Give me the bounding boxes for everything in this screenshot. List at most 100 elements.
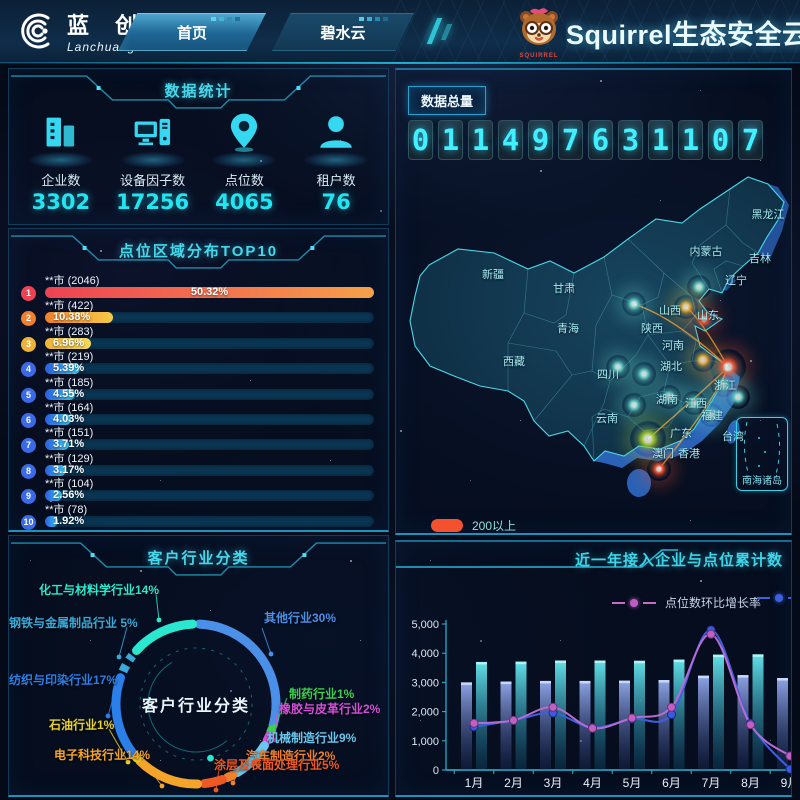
province-label: 河南 — [662, 340, 684, 352]
bar-percent-label: 4.03% — [53, 412, 85, 425]
svg-text:4月: 4月 — [583, 776, 602, 790]
trend-legend-partial[interactable] — [757, 594, 791, 602]
legend-line — [642, 601, 656, 604]
donut-leader-line — [261, 627, 272, 655]
map-data-point[interactable] — [692, 307, 716, 331]
top10-row[interactable]: **市 (129) 8 3.17% — [15, 453, 374, 479]
donut-slice[interactable] — [135, 756, 203, 789]
line-dot-purple[interactable] — [706, 629, 716, 639]
donut-slice[interactable] — [222, 770, 238, 783]
bar-series2[interactable] — [673, 659, 685, 770]
page-title: Squirrel生态安全云服 — [566, 20, 800, 50]
bar-series1[interactable] — [737, 675, 749, 770]
industry-donut-chart[interactable]: 客户行业分类 其他行业30% 制药行业1% 橡胶与皮革行业2% 机械制造行业9% 汽车制… — [9, 574, 388, 795]
bar-series1[interactable] — [698, 675, 709, 770]
top10-row-label: **市 (422) — [45, 300, 94, 313]
donut-slice-label: 制药行业1% — [289, 687, 355, 701]
province-label: 辽宁 — [725, 275, 747, 287]
map-data-point[interactable] — [687, 275, 711, 299]
province-label: 澳门 — [652, 448, 674, 460]
line-dot-purple[interactable] — [548, 702, 558, 712]
line-growth-rate-purple — [473, 633, 791, 757]
bar-series2[interactable] — [515, 661, 527, 770]
tab-pixel-deco — [211, 17, 240, 21]
top10-row[interactable]: **市 (219) 4 5.39% — [15, 351, 374, 378]
donut-leader-line — [107, 683, 118, 717]
bar-series2[interactable] — [713, 654, 724, 770]
bar-track: 3.71% — [45, 438, 374, 451]
line-dot-blue[interactable] — [785, 764, 792, 774]
top10-row-label: **市 (219) — [45, 351, 94, 364]
brand-name-cn: 蓝 创 — [67, 13, 148, 38]
province-label: 浙江 — [714, 380, 736, 392]
svg-text:0: 0 — [433, 765, 439, 777]
map-data-point[interactable] — [647, 457, 671, 481]
map-data-point[interactable] — [657, 385, 681, 409]
line-dot-purple[interactable] — [509, 715, 518, 725]
bar-series1[interactable] — [619, 680, 630, 770]
map-legend-item[interactable]: 200以上 — [431, 517, 516, 533]
top10-row-label: **市 (2046) — [45, 275, 100, 287]
stat-value: 17256 — [116, 190, 190, 214]
bar-series2[interactable] — [594, 660, 606, 771]
china-map[interactable]: 黑龙江 吉林 辽宁 内蒙古 新疆 甘肃 青海 西藏 四川 云南 陕西 山西 山东 河南 湖北 湖南 江西 浙江 福建… — [396, 165, 791, 533]
counter-digit: 1 — [468, 120, 493, 160]
line-dot-purple[interactable] — [785, 751, 792, 761]
legend-dot — [775, 594, 783, 602]
bar-series2[interactable] — [476, 661, 487, 770]
rank-badge: 1 — [21, 286, 36, 301]
donut-slice[interactable] — [132, 619, 198, 655]
line-dot-purple[interactable] — [746, 720, 755, 730]
top10-row[interactable]: **市 (422) 2 10.38% — [15, 300, 374, 327]
map-data-point[interactable] — [699, 403, 723, 427]
bar-fill — [45, 312, 113, 324]
top10-row[interactable]: **市 (283) 3 6.96% — [15, 326, 374, 352]
donut-slice[interactable] — [194, 619, 281, 731]
legend-swatch — [431, 519, 463, 532]
line-dot-purple[interactable] — [667, 702, 676, 712]
top10-row[interactable]: **市 (78) 10 1.92% — [15, 504, 374, 530]
top10-row[interactable]: **市 (104) 9 2.56% — [15, 478, 374, 505]
bar-series2[interactable] — [634, 660, 645, 770]
donut-slice[interactable] — [118, 652, 136, 674]
line-dot-purple[interactable] — [469, 718, 479, 728]
top10-row[interactable]: **市 (2046) 1 50.32% — [15, 275, 374, 301]
map-data-point[interactable] — [622, 393, 646, 417]
bar-series1[interactable] — [540, 680, 551, 770]
donut-slice-label: 涂层及表面处理行业5% — [214, 758, 340, 772]
legend-dot — [629, 598, 638, 607]
trend-combo-chart[interactable]: 0 1,000 2,000 3,000 4,000 5,000 1月 2月 3月 4月 5月 6月 7月… — [396, 610, 792, 795]
top10-row[interactable]: **市 (185) 5 4.55% — [15, 377, 374, 403]
top10-row[interactable]: **市 (151) 7 3.71% — [15, 427, 374, 454]
tab-home[interactable]: 首页 — [118, 13, 266, 51]
bar-series1[interactable] — [658, 680, 670, 770]
map-data-point[interactable] — [726, 385, 750, 409]
rank-badge: 2 — [21, 311, 36, 327]
top10-row[interactable]: **市 (164) 6 4.03% — [15, 402, 374, 428]
map-data-point[interactable] — [606, 355, 630, 379]
donut-slice[interactable] — [199, 775, 227, 789]
donut-slice[interactable] — [111, 673, 137, 757]
map-data-point[interactable] — [630, 421, 666, 457]
stat-device-factors: 设备因子数 17256 — [107, 111, 199, 214]
trend-legend-growth-rate[interactable]: 点位数环比增长率 — [611, 594, 765, 611]
line-dot-blue[interactable] — [667, 710, 676, 720]
bar-series1[interactable] — [500, 681, 512, 770]
counter-digit: 0 — [408, 120, 433, 160]
lanchuang-logo-icon — [21, 13, 50, 49]
donut-slice[interactable] — [262, 730, 275, 746]
bar-series1[interactable] — [461, 682, 472, 770]
brand-name-en: Lanchuang — [67, 40, 136, 54]
bar-series2[interactable] — [752, 654, 764, 770]
map-data-point[interactable] — [622, 292, 646, 316]
icon-pedestal — [212, 152, 277, 168]
bar-series1[interactable] — [777, 678, 788, 770]
map-data-point[interactable] — [632, 362, 656, 386]
counter-digit: 1 — [678, 120, 703, 160]
bar-percent-label: 5.39% — [53, 362, 85, 375]
line-dot-purple[interactable] — [588, 723, 597, 733]
tab-bishuiyun[interactable]: 碧水云 — [272, 13, 414, 51]
donut-leader-line — [274, 697, 288, 727]
province-label: 甘肃 — [553, 283, 575, 295]
line-dot-purple[interactable] — [627, 713, 637, 723]
